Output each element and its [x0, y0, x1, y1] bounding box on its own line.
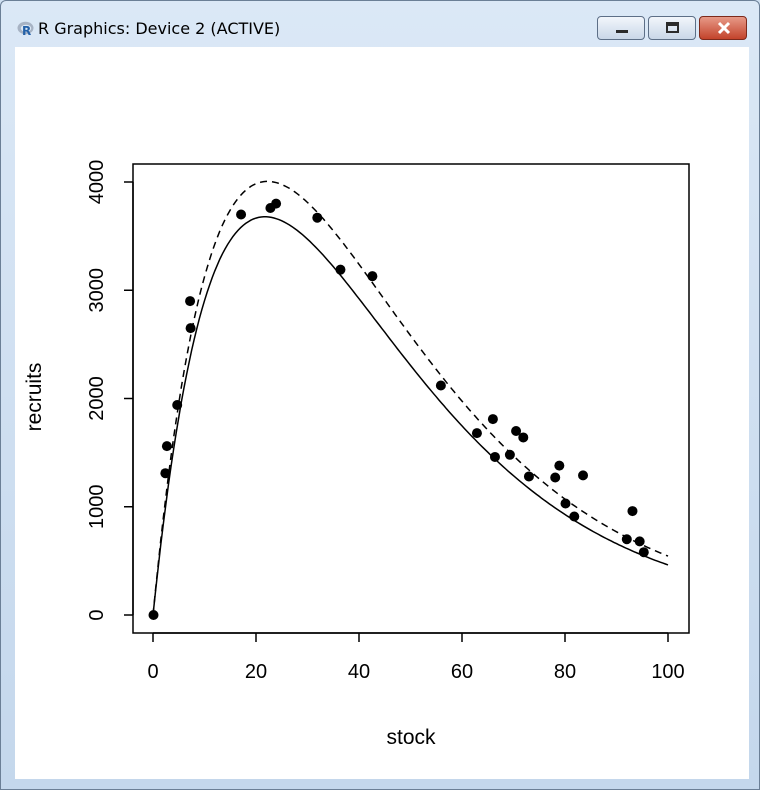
data-point: [335, 264, 346, 275]
data-point: [487, 414, 498, 425]
data-point: [271, 198, 282, 209]
close-button[interactable]: [699, 16, 747, 40]
data-point: [435, 380, 446, 391]
solid-fit-line: [152, 216, 669, 616]
data-point: [367, 271, 378, 282]
minimize-icon: [616, 30, 628, 33]
data-point: [627, 506, 638, 517]
data-point: [560, 498, 571, 509]
data-point: [634, 536, 645, 547]
close-icon: [717, 21, 731, 35]
data-point: [185, 296, 196, 307]
title-bar[interactable]: R R Graphics: Device 2 (ACTIVE): [1, 1, 759, 45]
x-tick-label: 80: [554, 661, 576, 683]
x-tick-label: 60: [451, 661, 473, 683]
data-point: [161, 441, 172, 452]
y-tick-label: 4000: [86, 160, 108, 205]
x-tick-label: 100: [651, 661, 684, 683]
plot-area: 0 20 40 60 80 100 0 1000 2000 3000 4000 stock rec…: [15, 47, 749, 779]
data-point: [621, 534, 632, 545]
x-tick-label: 0: [147, 661, 158, 683]
y-tick-label: 2000: [86, 376, 108, 421]
data-point: [312, 212, 323, 223]
data-point: [236, 209, 247, 220]
maximize-icon: [666, 22, 679, 33]
data-point: [523, 471, 534, 482]
data-point: [489, 451, 500, 462]
y-tick-label: 0: [86, 609, 108, 620]
svg-text:R: R: [22, 24, 31, 37]
y-axis-label: recruits: [23, 363, 46, 432]
data-point: [160, 468, 171, 479]
data-point: [638, 547, 649, 558]
data-point: [569, 511, 580, 522]
stock-recruits-chart: 0 20 40 60 80 100 0 1000 2000 3000 4000 stock rec…: [23, 160, 690, 749]
x-tick-label: 20: [245, 661, 267, 683]
r-logo-icon: R: [17, 21, 34, 37]
minimize-button[interactable]: [597, 16, 645, 40]
data-point: [550, 472, 561, 483]
data-point: [471, 428, 482, 439]
y-tick-label: 1000: [86, 485, 108, 530]
y-tick-label: 3000: [86, 268, 108, 313]
data-point: [172, 399, 183, 410]
data-point: [518, 432, 529, 443]
data-point: [578, 470, 589, 481]
maximize-button[interactable]: [648, 16, 696, 40]
plot-frame: [132, 163, 690, 634]
data-point: [185, 323, 196, 334]
x-axis-label: stock: [386, 726, 436, 749]
data-point: [148, 610, 159, 620]
dashed-fit-line: [152, 180, 669, 616]
data-point: [504, 449, 515, 460]
data-point: [511, 425, 522, 436]
data-point: [554, 460, 565, 471]
x-tick-label: 40: [348, 661, 370, 683]
window-title: R Graphics: Device 2 (ACTIVE): [38, 19, 281, 38]
